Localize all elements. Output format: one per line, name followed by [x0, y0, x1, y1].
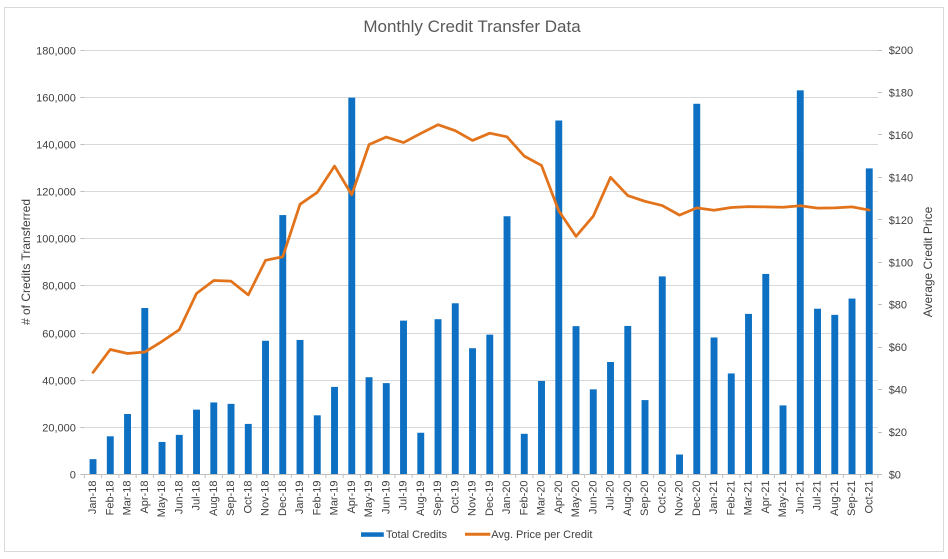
svg-text:Jan-18: Jan-18	[87, 481, 99, 515]
svg-text:Apr-19: Apr-19	[346, 481, 358, 514]
svg-text:Apr-18: Apr-18	[139, 481, 151, 514]
svg-text:Feb-18: Feb-18	[104, 481, 116, 516]
svg-text:Jun-20: Jun-20	[587, 481, 599, 515]
svg-text:Feb-20: Feb-20	[518, 481, 530, 516]
svg-text:Feb-21: Feb-21	[725, 481, 737, 516]
svg-text:Jan-21: Jan-21	[708, 481, 720, 515]
svg-text:$80: $80	[889, 300, 907, 312]
svg-text:Oct-19: Oct-19	[449, 481, 461, 514]
svg-text:Jul-20: Jul-20	[605, 481, 617, 511]
svg-text:100,000: 100,000	[36, 234, 76, 246]
svg-text:Aug-20: Aug-20	[622, 481, 634, 516]
svg-text:Jan-20: Jan-20	[501, 481, 513, 515]
svg-text:Feb-19: Feb-19	[311, 481, 323, 516]
svg-text:$40: $40	[889, 385, 907, 397]
svg-text:Dec-18: Dec-18	[277, 481, 289, 516]
svg-text:May-19: May-19	[363, 481, 375, 518]
svg-text:20,000: 20,000	[42, 423, 76, 435]
svg-text:May-21: May-21	[777, 481, 789, 518]
svg-text:180,000: 180,000	[36, 46, 76, 58]
svg-text:140,000: 140,000	[36, 140, 76, 152]
svg-text:Total Credits: Total Credits	[386, 529, 448, 541]
svg-text:120,000: 120,000	[36, 187, 76, 199]
svg-text:Jun-21: Jun-21	[794, 481, 806, 515]
svg-text:Apr-20: Apr-20	[553, 481, 565, 514]
svg-text:$160: $160	[889, 130, 913, 142]
svg-text:May-20: May-20	[570, 481, 582, 518]
svg-text:Average Credit Price: Average Credit Price	[921, 206, 935, 317]
svg-text:$100: $100	[889, 257, 913, 269]
svg-text:Jul-19: Jul-19	[398, 481, 410, 511]
svg-text:Dec-20: Dec-20	[691, 481, 703, 516]
svg-text:Aug-21: Aug-21	[829, 481, 841, 516]
svg-text:Mar-19: Mar-19	[329, 481, 341, 516]
svg-text:Jul-21: Jul-21	[812, 481, 824, 511]
svg-text:Sep-21: Sep-21	[846, 481, 858, 516]
svg-text:$0: $0	[889, 470, 901, 482]
svg-text:Sep-20: Sep-20	[639, 481, 651, 516]
svg-text:# of Credits Transferred: # of Credits Transferred	[19, 199, 33, 325]
svg-text:Nov-19: Nov-19	[467, 481, 479, 516]
svg-text:Aug-19: Aug-19	[415, 481, 427, 516]
svg-text:Sep-19: Sep-19	[432, 481, 444, 516]
svg-text:60,000: 60,000	[42, 329, 76, 341]
svg-text:Nov-18: Nov-18	[260, 481, 272, 516]
svg-text:$180: $180	[889, 87, 913, 99]
svg-text:$140: $140	[889, 172, 913, 184]
svg-text:160,000: 160,000	[36, 93, 76, 105]
svg-text:Jul-18: Jul-18	[191, 481, 203, 511]
svg-text:Nov-20: Nov-20	[674, 481, 686, 516]
svg-text:Dec-19: Dec-19	[484, 481, 496, 516]
svg-text:Aug-18: Aug-18	[208, 481, 220, 516]
svg-text:Sep-18: Sep-18	[225, 481, 237, 516]
svg-text:Mar-20: Mar-20	[536, 481, 548, 516]
svg-text:$120: $120	[889, 215, 913, 227]
svg-text:Jun-19: Jun-19	[380, 481, 392, 515]
svg-text:Monthly Credit Transfer Data: Monthly Credit Transfer Data	[363, 17, 581, 36]
svg-text:Oct-18: Oct-18	[242, 481, 254, 514]
svg-text:May-18: May-18	[156, 481, 168, 518]
svg-text:Jun-18: Jun-18	[173, 481, 185, 515]
svg-text:Mar-18: Mar-18	[122, 481, 134, 516]
svg-text:80,000: 80,000	[42, 281, 76, 293]
svg-text:$20: $20	[889, 427, 907, 439]
svg-text:Avg. Price per Credit: Avg. Price per Credit	[491, 529, 592, 541]
svg-text:Oct-21: Oct-21	[863, 481, 875, 514]
svg-text:Jan-19: Jan-19	[294, 481, 306, 515]
svg-text:Oct-20: Oct-20	[656, 481, 668, 514]
svg-text:40,000: 40,000	[42, 376, 76, 388]
svg-text:$60: $60	[889, 342, 907, 354]
svg-text:Mar-21: Mar-21	[743, 481, 755, 516]
svg-text:0: 0	[70, 470, 76, 482]
svg-text:$200: $200	[889, 45, 913, 57]
svg-text:Apr-21: Apr-21	[760, 481, 772, 514]
